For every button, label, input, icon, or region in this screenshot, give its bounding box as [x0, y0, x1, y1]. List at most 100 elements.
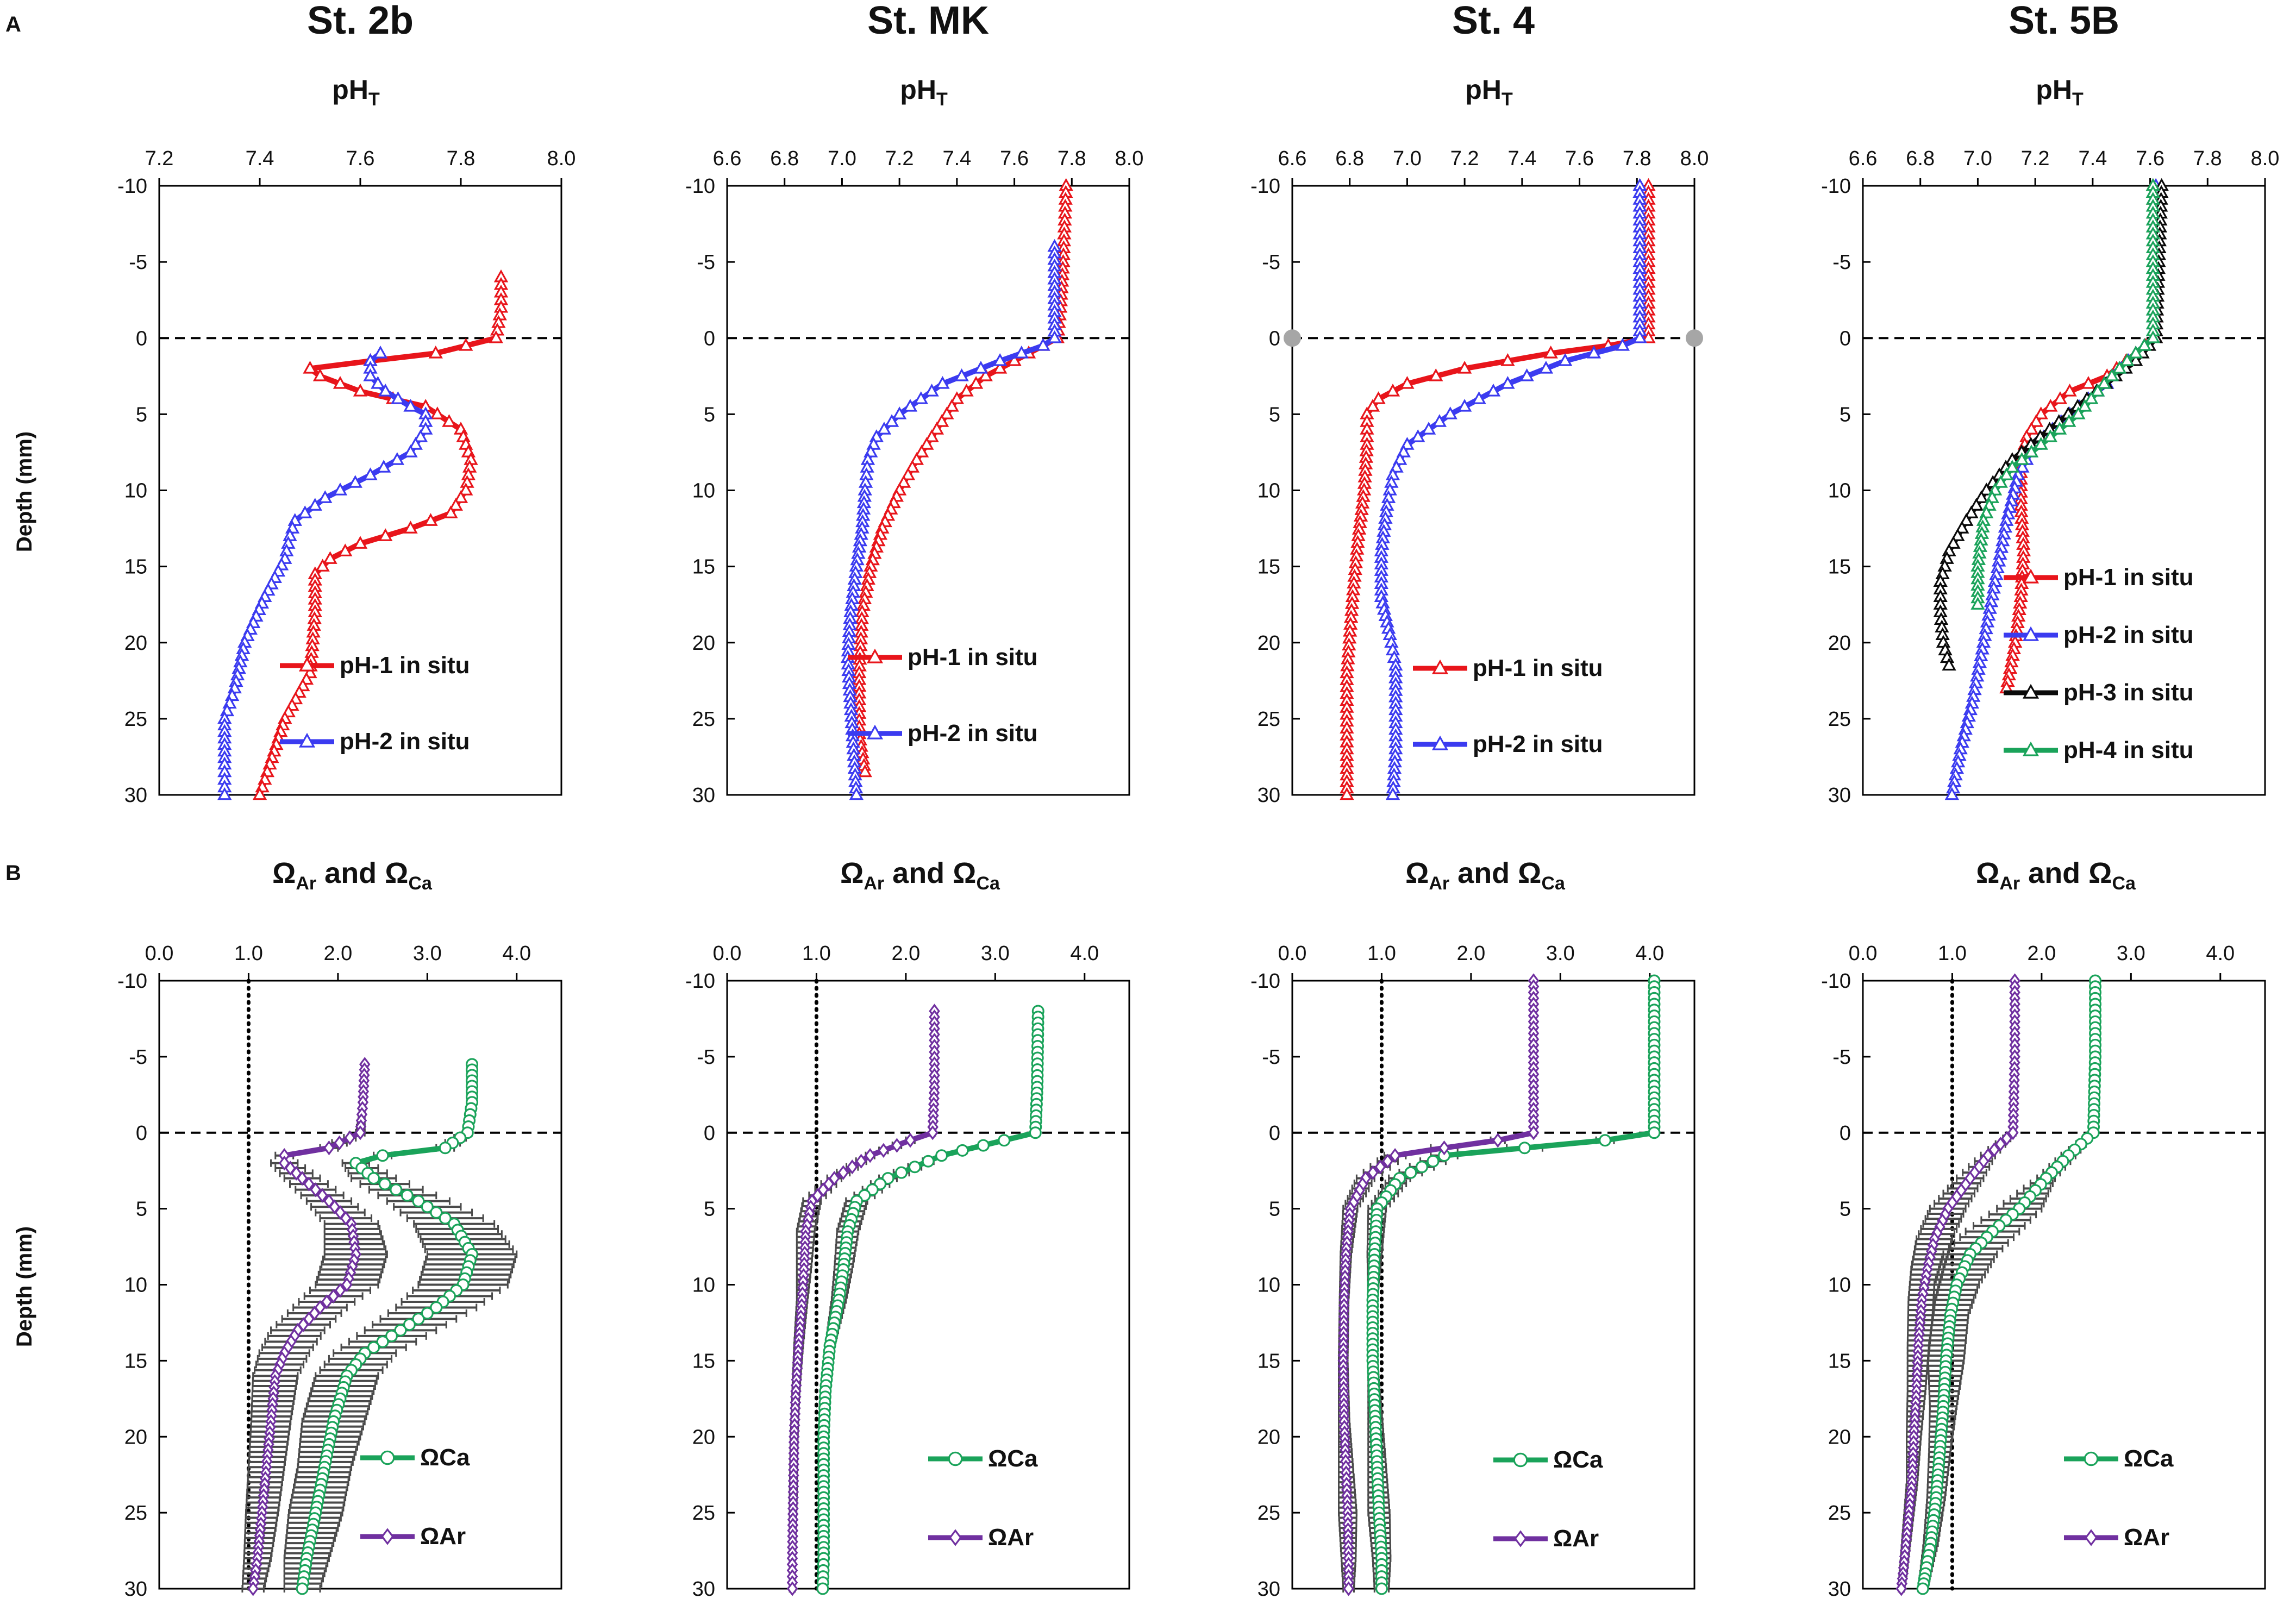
data-point — [390, 452, 405, 465]
data-point — [1519, 368, 1534, 381]
x-tick-label: 7.6 — [1565, 147, 1594, 170]
data-point — [1404, 1166, 1417, 1179]
x-axis-title: pHT — [900, 74, 948, 110]
y-tick-label: 30 — [124, 1578, 147, 1601]
data-point — [2043, 429, 2058, 442]
legend-label: ΩAr — [988, 1524, 1034, 1551]
x-tick-label: 0.0 — [1278, 942, 1307, 965]
data-point — [1421, 422, 1436, 435]
legend-marker — [948, 1451, 963, 1466]
data-point — [1599, 1134, 1612, 1147]
x-axis-title-sub: T — [1502, 89, 1513, 110]
data-point — [403, 521, 418, 534]
data-point — [922, 1155, 935, 1168]
data-point — [1959, 513, 1974, 526]
data-point — [367, 1172, 380, 1185]
x-axis-title-xlabel_b: Ca — [408, 873, 433, 894]
y-tick-label: -5 — [129, 251, 147, 274]
data-point — [376, 1335, 389, 1348]
data-point — [421, 1307, 434, 1320]
data-point — [443, 505, 458, 518]
data-point — [1632, 330, 1647, 343]
data-point — [978, 368, 993, 381]
y-tick-label: -10 — [117, 970, 147, 993]
x-tick-label: 7.0 — [828, 147, 856, 170]
y-tick-label: -10 — [1250, 175, 1280, 198]
chart-title: St. 5B — [2009, 0, 2119, 42]
y-tick-label: 5 — [704, 1198, 715, 1221]
data-point — [1988, 1142, 2000, 1157]
x-tick-label: 7.4 — [2078, 147, 2107, 170]
data-point — [310, 1182, 322, 1198]
x-tick-label: 1.0 — [234, 942, 263, 965]
x-axis-title-xlabel_main: Ω — [840, 857, 864, 889]
y-tick-label: 20 — [1258, 632, 1280, 655]
legend-marker — [2022, 626, 2040, 641]
data-point — [363, 467, 378, 480]
x-tick-label: 3.0 — [413, 942, 442, 965]
y-tick-label: 30 — [692, 784, 715, 807]
y-tick-label: 5 — [1269, 1198, 1280, 1221]
y-tick-label: 5 — [1269, 403, 1280, 426]
y-tick-label: 15 — [124, 1350, 147, 1372]
legend-label: pH-1 in situ — [2063, 564, 2194, 591]
x-tick-label: 0.0 — [713, 942, 742, 965]
x-tick-label: 7.4 — [942, 147, 971, 170]
series-4 — [1970, 178, 2161, 610]
x-axis-title-xlabel_mid: and Ω — [1449, 857, 1541, 889]
x-tick-label: 7.2 — [885, 147, 914, 170]
data-point — [2081, 376, 2096, 389]
x-tick-label: 7.0 — [1393, 147, 1422, 170]
x-axis-title-sub: T — [936, 89, 948, 110]
data-point — [944, 399, 959, 412]
data-point — [1492, 1133, 1504, 1148]
legend-label: ΩAr — [2124, 1524, 2169, 1551]
legend-label: pH-3 in situ — [2063, 679, 2194, 706]
x-axis-title-sub: T — [2072, 89, 2084, 110]
x-axis-title-xlabel_mid: and Ω — [316, 857, 408, 889]
data-point — [448, 498, 463, 511]
chart-panels: 7.2 7.4 7.6 7.8 8.0 -10 -5 0 5 10 15 20 25 30 St. 2b pH… — [117, 0, 2279, 1601]
data-point — [2043, 399, 2058, 412]
data-point — [2015, 460, 2030, 473]
data-point — [2034, 437, 2048, 450]
y-tick-label: 0 — [1840, 1122, 1851, 1145]
data-point — [1429, 368, 1443, 381]
legend-label: pH-2 in situ — [908, 720, 1038, 747]
series-1 — [1340, 178, 1656, 800]
data-point — [315, 559, 330, 572]
y-tick-label: 0 — [1269, 327, 1280, 350]
data-point — [303, 1176, 315, 1192]
chart-om-st2b: 0.0 1.0 2.0 3.0 4.0 -10 -5 0 5 10 15 20 25 30 ΩAr and … — [117, 857, 562, 1601]
x-tick-label: 1.0 — [1367, 942, 1396, 965]
data-point — [321, 1294, 333, 1309]
data-point — [896, 475, 911, 488]
x-axis-title-xlabel_main: Ω — [272, 857, 296, 889]
x-axis-title-xlabel_a: Ar — [864, 873, 884, 894]
y-tick-label: -10 — [117, 175, 147, 198]
data-point — [2062, 414, 2076, 427]
data-point — [2015, 452, 2029, 465]
data-point — [323, 1140, 335, 1156]
data-point — [1500, 376, 1515, 389]
data-point — [954, 368, 969, 381]
data-point — [877, 422, 892, 435]
y-tick-label: 10 — [1828, 480, 1851, 503]
data-point — [914, 444, 929, 457]
data-point — [1036, 337, 1050, 351]
data-point — [2084, 391, 2099, 404]
legend: ΩCa ΩAr — [1493, 1446, 1603, 1552]
data-point — [391, 391, 405, 404]
y-tick-label: 30 — [1258, 1578, 1280, 1601]
y-tick-label: -5 — [697, 251, 715, 274]
data-point — [1500, 353, 1515, 366]
legend-marker — [2022, 684, 2040, 699]
series-line — [1370, 978, 1657, 1591]
data-point — [413, 429, 428, 442]
data-point — [924, 384, 939, 397]
data-point — [1993, 475, 2008, 488]
data-point — [1586, 345, 1601, 359]
series-1 — [296, 1058, 479, 1595]
data-point — [1955, 521, 1969, 534]
y-tick-label: 20 — [1258, 1426, 1280, 1449]
